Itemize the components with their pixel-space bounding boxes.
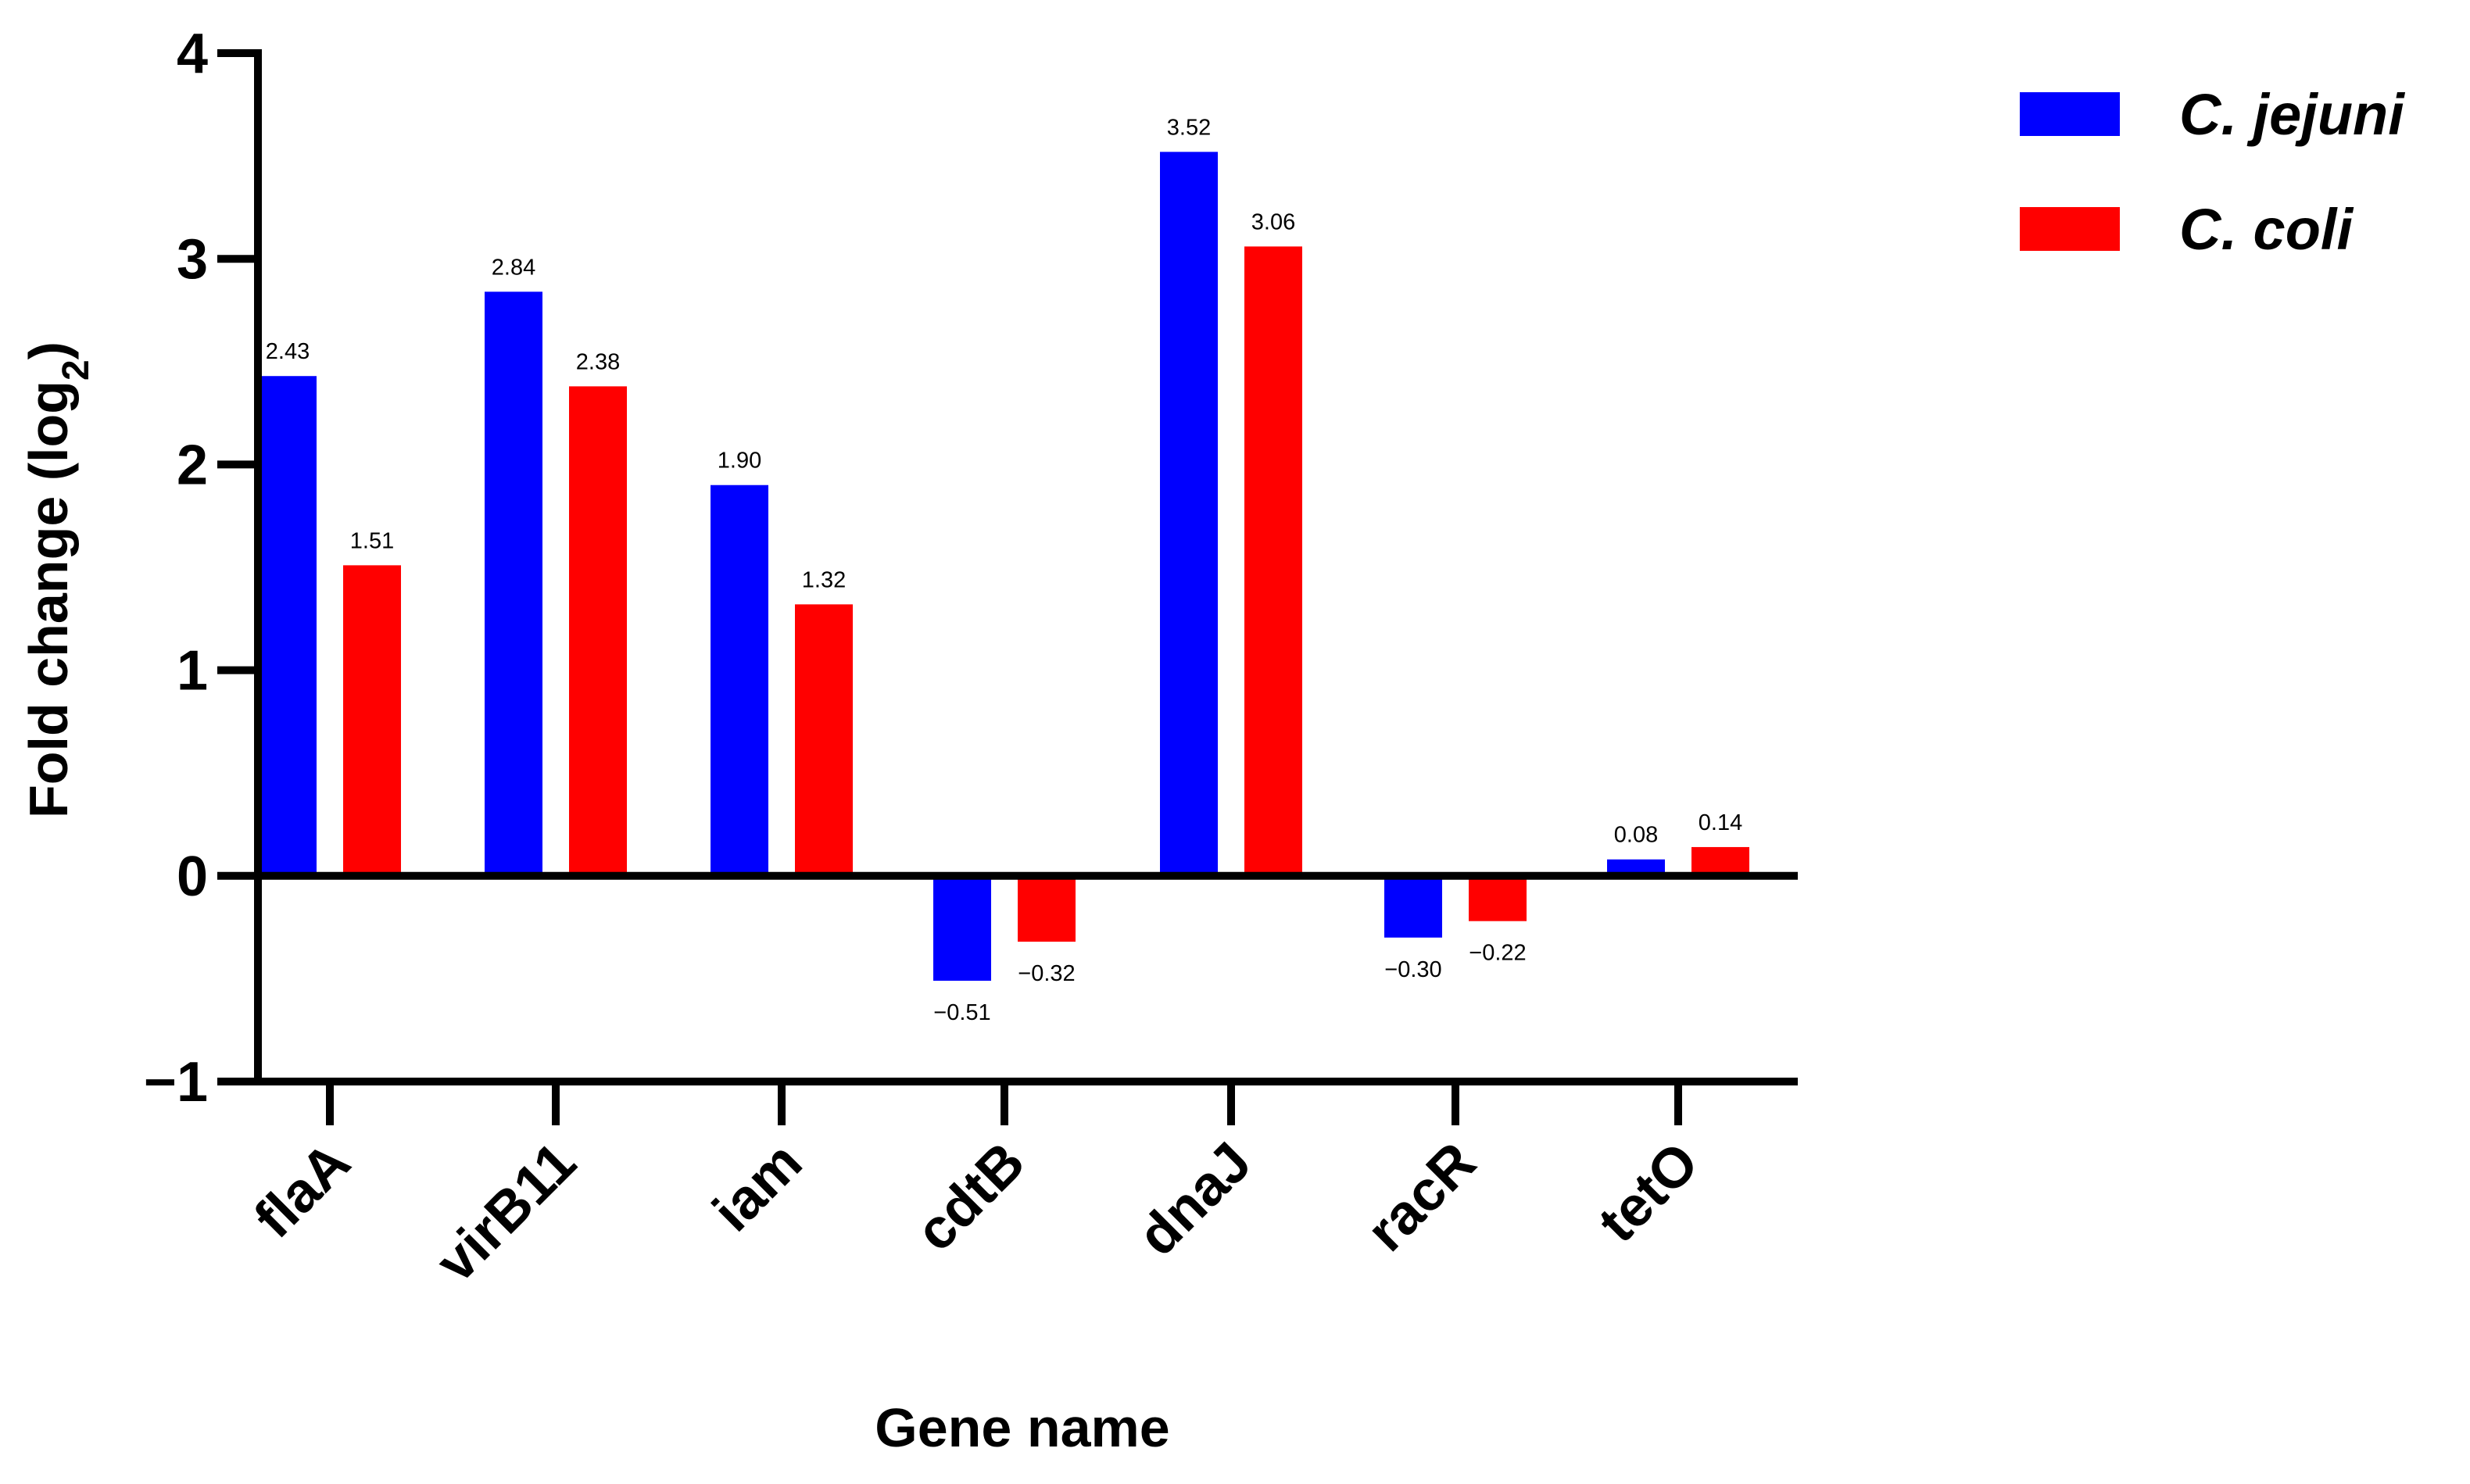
bar [1018, 875, 1076, 942]
data-labels-layer: 2.43 2.84 1.90 −0.51 3.52 −0.30 0.08 1.51 2.38 1.… [266, 115, 1742, 1025]
y-axis-title-close: ) [18, 341, 79, 359]
y-tick-label: −1 [144, 1051, 208, 1114]
axes-layer [254, 49, 1798, 1085]
data-label: 0.14 [1699, 810, 1742, 835]
bar [1469, 875, 1527, 921]
x-tick-label: virB11 [424, 1131, 588, 1294]
bar [485, 291, 542, 876]
bar [343, 565, 401, 876]
legend-label: C. jejuni [2179, 82, 2405, 147]
bar [1244, 246, 1302, 876]
data-label: −0.32 [1018, 961, 1075, 986]
y-tick-label: 1 [177, 640, 208, 703]
x-tick-label: flaA [243, 1131, 363, 1250]
bar [1691, 846, 1749, 876]
bar [259, 376, 317, 876]
x-tick-label: iam [701, 1131, 814, 1243]
data-label: 2.43 [266, 339, 310, 364]
data-label: −0.51 [933, 1000, 990, 1025]
y-axis-title: Fold change (log2) [18, 341, 97, 818]
legend: C. jejuni C. coli [2020, 82, 2405, 262]
data-label: −0.22 [1469, 941, 1526, 966]
bar [711, 485, 768, 876]
legend-label: C. coli [2179, 197, 2354, 262]
data-label: 1.90 [718, 449, 761, 474]
bar [1384, 875, 1442, 938]
bar [569, 386, 627, 876]
y-tick-label: 0 [177, 846, 208, 908]
y-axis-title-main: Fold change (log [18, 381, 79, 818]
y-tick-label: 4 [177, 23, 208, 85]
y-ticks: 4 3 2 1 0 −1 [144, 23, 258, 1114]
x-tick-label: cdtB [904, 1131, 1037, 1264]
data-label: 1.32 [802, 567, 846, 592]
bar [933, 875, 991, 982]
bar [795, 604, 853, 876]
x-axis-title: Gene name [875, 1397, 1169, 1458]
bar [1160, 152, 1218, 876]
x-tick-label: racR [1355, 1131, 1488, 1264]
legend-swatch [2020, 207, 2120, 251]
data-label: 2.84 [492, 255, 535, 280]
data-label: 3.52 [1167, 115, 1211, 140]
data-label: 1.51 [350, 528, 394, 553]
data-label: 2.38 [576, 349, 620, 374]
x-tick-label: dnaJ [1126, 1131, 1263, 1268]
data-label: −0.30 [1384, 957, 1441, 982]
data-label: 0.08 [1614, 823, 1658, 848]
bars-layer [259, 152, 1749, 982]
x-tick-label: tetO [1587, 1131, 1710, 1254]
data-label: 3.06 [1251, 209, 1295, 234]
legend-swatch [2020, 92, 2120, 136]
x-ticks: flaA virB11 iam cdtB dnaJ racR tetO [243, 1082, 1710, 1294]
y-tick-label: 3 [177, 228, 208, 291]
y-tick-label: 2 [177, 434, 208, 496]
y-axis-title-subscript: 2 [55, 359, 97, 381]
bar [1607, 859, 1665, 876]
